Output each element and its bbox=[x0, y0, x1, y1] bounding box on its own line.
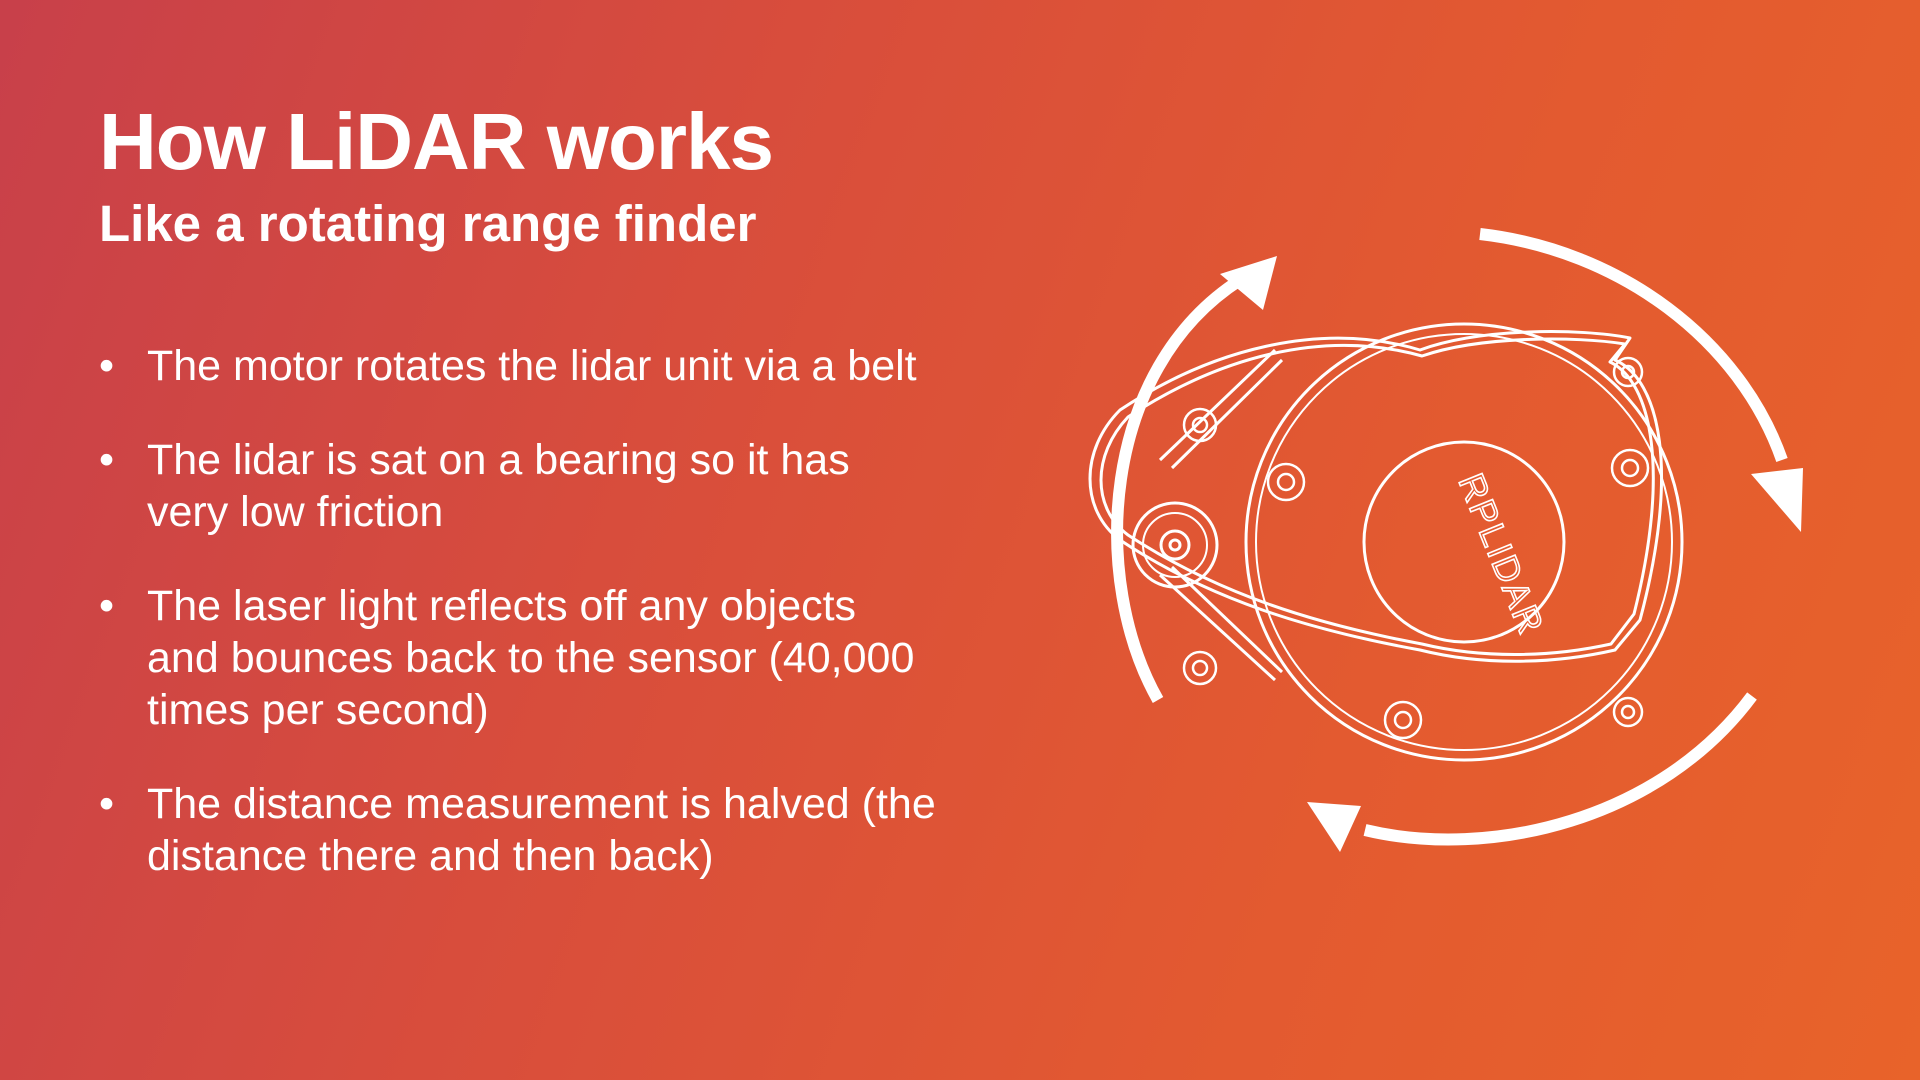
page-subtitle: Like a rotating range finder bbox=[99, 195, 757, 252]
screw-icon bbox=[1182, 407, 1218, 443]
screws bbox=[1182, 356, 1650, 740]
bullet-text: The lidar is sat on a bearing so it has … bbox=[147, 436, 850, 536]
bullet-text: The motor rotates the lidar unit via a b… bbox=[147, 342, 917, 390]
bullet-item: • The distance measurement is halved (th… bbox=[99, 778, 939, 882]
bullet-text: The laser light reflects off any objects… bbox=[147, 582, 915, 734]
bullet-list: • The motor rotates the lidar unit via a… bbox=[99, 340, 939, 924]
arrow-head-icon bbox=[1307, 802, 1361, 852]
lidar-disc bbox=[1244, 322, 1684, 762]
bullet-dot-icon: • bbox=[99, 436, 115, 484]
bullet-item: • The motor rotates the lidar unit via a… bbox=[99, 340, 939, 392]
rotation-arrows-icon bbox=[1111, 228, 1788, 846]
arrow-head-icon bbox=[1751, 468, 1803, 532]
screw-icon bbox=[1383, 700, 1423, 740]
arrow-heads bbox=[1220, 256, 1803, 852]
bullet-item: • The lidar is sat on a bearing so it ha… bbox=[99, 434, 939, 538]
page-title: How LiDAR works bbox=[99, 97, 774, 186]
screw-icon bbox=[1612, 696, 1644, 728]
device-label: RPLIDAR bbox=[1451, 468, 1553, 641]
arrow-head-icon bbox=[1220, 256, 1277, 310]
screw-icon bbox=[1610, 448, 1650, 488]
rplidar-diagram: RPLIDAR bbox=[1088, 228, 1803, 852]
screw-icon bbox=[1182, 650, 1218, 686]
screw-icon bbox=[1266, 462, 1306, 502]
bullet-dot-icon: • bbox=[99, 582, 115, 630]
screw-icon bbox=[1612, 356, 1644, 388]
motor-pulley bbox=[1131, 501, 1219, 589]
bullet-item: • The laser light reflects off any objec… bbox=[99, 580, 939, 736]
bullet-dot-icon: • bbox=[99, 342, 115, 390]
bullet-text: The distance measurement is halved (the … bbox=[147, 780, 936, 880]
bullet-dot-icon: • bbox=[99, 780, 115, 828]
